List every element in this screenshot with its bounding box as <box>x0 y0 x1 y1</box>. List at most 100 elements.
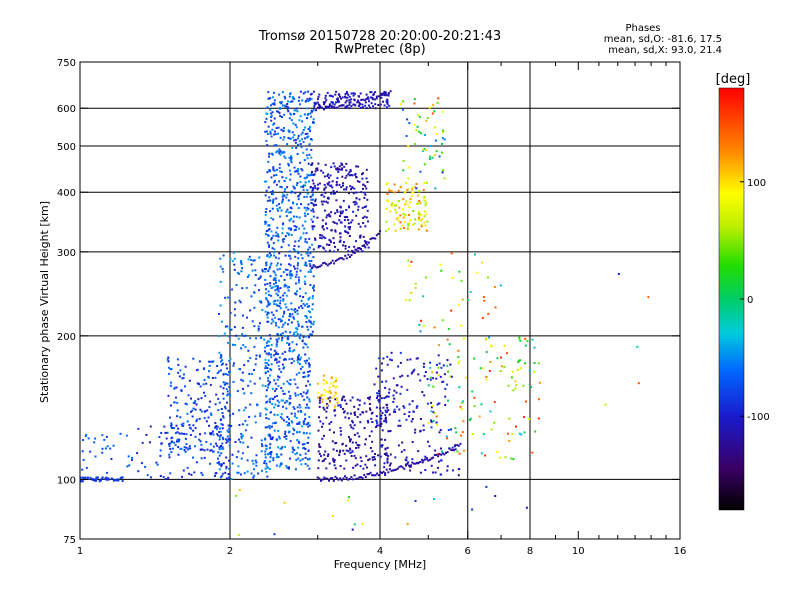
data-point <box>383 466 386 469</box>
data-point <box>369 91 372 94</box>
data-point <box>259 322 261 325</box>
data-point <box>203 449 206 452</box>
data-point <box>278 152 281 155</box>
data-point <box>238 368 241 370</box>
data-point <box>338 168 341 171</box>
data-point <box>309 268 312 271</box>
data-point <box>287 390 290 393</box>
data-point <box>465 376 468 379</box>
data-point <box>293 109 296 112</box>
data-point <box>370 102 373 105</box>
data-point <box>278 435 281 438</box>
data-point <box>265 465 268 468</box>
data-point <box>255 454 258 457</box>
data-point <box>101 447 104 450</box>
data-point <box>383 104 386 107</box>
data-point <box>290 155 293 158</box>
data-point <box>371 440 374 443</box>
data-point <box>182 377 185 379</box>
data-point <box>434 139 437 142</box>
data-point <box>348 192 350 195</box>
data-point <box>383 397 386 400</box>
data-point <box>335 392 338 395</box>
data-point <box>167 476 170 479</box>
data-point <box>244 429 247 432</box>
data-point <box>436 424 439 427</box>
data-point <box>267 425 270 428</box>
data-point <box>448 447 451 450</box>
data-point <box>307 425 310 428</box>
data-point <box>220 363 223 366</box>
data-point <box>264 372 267 375</box>
data-point <box>406 222 409 225</box>
data-point <box>210 449 213 452</box>
data-point <box>228 467 231 470</box>
data-point <box>229 394 232 397</box>
data-point <box>214 422 217 424</box>
data-point <box>268 447 271 450</box>
data-point <box>278 148 281 151</box>
data-point <box>323 188 326 191</box>
data-point <box>304 137 307 140</box>
data-point <box>617 273 620 275</box>
data-point <box>461 431 464 434</box>
data-point <box>296 153 299 155</box>
data-point <box>155 461 158 464</box>
data-point <box>282 104 285 107</box>
data-point <box>296 250 299 253</box>
data-point <box>307 328 310 331</box>
data-point <box>271 318 274 321</box>
data-point <box>276 110 278 113</box>
data-point <box>156 463 159 466</box>
data-point <box>377 104 380 106</box>
data-point <box>285 294 288 297</box>
data-point <box>284 432 287 435</box>
data-point <box>208 360 211 363</box>
data-point <box>324 107 327 109</box>
data-point <box>508 417 511 420</box>
data-point <box>311 110 313 113</box>
data-point <box>316 216 319 219</box>
data-point <box>344 416 347 419</box>
data-point <box>254 415 257 418</box>
data-point <box>264 350 266 353</box>
data-point <box>304 100 307 103</box>
data-point <box>525 506 528 509</box>
data-point <box>277 446 279 449</box>
data-point <box>277 353 279 356</box>
data-point <box>306 389 309 392</box>
data-point <box>306 98 309 101</box>
data-point <box>352 427 355 430</box>
data-point <box>264 361 267 364</box>
data-point <box>342 258 345 261</box>
data-point <box>344 254 347 257</box>
data-point <box>357 446 360 449</box>
data-point <box>307 423 310 425</box>
data-point <box>316 183 319 186</box>
data-point <box>226 435 229 438</box>
data-point <box>411 371 414 374</box>
data-point <box>298 422 301 425</box>
data-point <box>393 469 396 472</box>
data-point <box>228 427 231 430</box>
data-point <box>373 98 376 101</box>
data-point <box>283 136 286 139</box>
data-point <box>348 496 350 499</box>
data-point <box>321 234 324 237</box>
data-point <box>267 224 270 227</box>
data-point <box>225 465 228 468</box>
data-point <box>335 385 338 388</box>
data-point <box>317 266 320 268</box>
data-point <box>382 357 385 360</box>
data-point <box>407 224 410 227</box>
data-point <box>203 417 206 420</box>
data-point <box>229 311 232 314</box>
data-point <box>408 403 411 406</box>
data-point <box>227 393 230 396</box>
data-point <box>301 325 304 328</box>
data-point <box>290 217 293 220</box>
data-point <box>356 180 359 183</box>
data-point <box>184 365 187 368</box>
data-point <box>306 370 309 373</box>
